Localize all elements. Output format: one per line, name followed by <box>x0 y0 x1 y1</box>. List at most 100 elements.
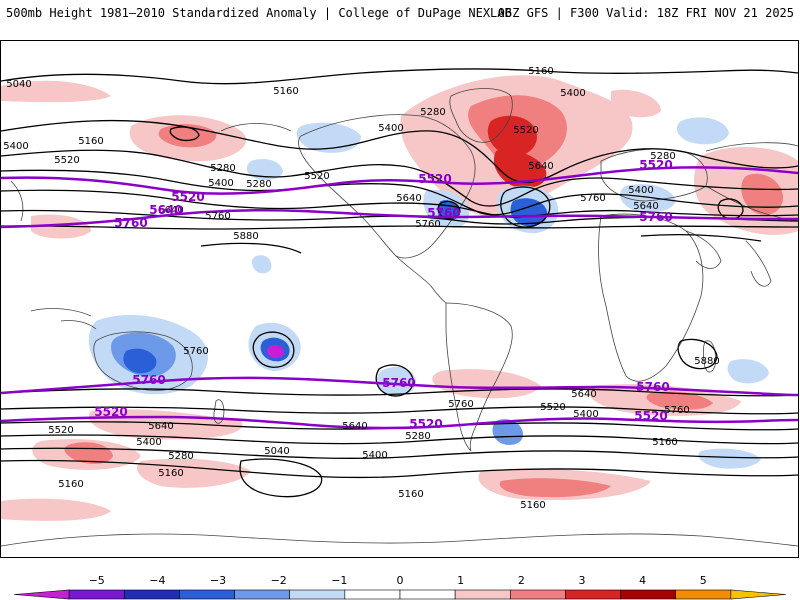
anomaly-pos-alaska <box>1 80 111 103</box>
anomaly-pos-south-ind-core <box>646 391 713 410</box>
label-5520-pacific: 5520 <box>304 171 329 182</box>
coast-alaska <box>220 123 292 132</box>
ref-5520-us: 5520 <box>418 172 451 186</box>
model-valid-time: 06Z GFS | F300 Valid: 18Z FRI NOV 21 202… <box>497 6 794 20</box>
colorbar-tick-label: 2 <box>518 574 525 587</box>
ref-5760-australia: 5760 <box>132 373 165 387</box>
colorbar-tick-label: 5 <box>700 574 707 587</box>
label-5520-s-atlantic: 5520 <box>540 402 565 413</box>
anomaly-neg-s-indian <box>698 448 761 469</box>
contour-5760-sh <box>1 388 798 397</box>
anomaly-pos-russia-core <box>741 173 784 216</box>
anomaly-neg-s-america <box>492 419 524 445</box>
label-5160-antarctica: 5160 <box>520 500 545 511</box>
coast-north-america <box>298 114 476 259</box>
colorbar-tick-label: −5 <box>89 574 105 587</box>
coast-australia <box>93 331 193 391</box>
colorbar-tick-label: −1 <box>331 574 347 587</box>
height-contours <box>1 68 798 498</box>
label-5400-pacific: 5400 <box>208 178 233 189</box>
coast-greenland <box>449 88 513 143</box>
contour-5280-sh <box>1 447 798 459</box>
colorbar-swatch <box>730 589 787 600</box>
colorbar-swatch <box>620 589 677 600</box>
label-5760-us: 5760 <box>415 219 440 230</box>
colorbar-swatch <box>675 589 732 600</box>
coast-madagascar <box>703 340 716 373</box>
label-5400-west: 5400 <box>3 141 28 152</box>
label-5160-s-indian: 5160 <box>652 437 677 448</box>
contour-5400-nh <box>1 169 798 216</box>
label-5400-s-pacific: 5400 <box>362 450 387 461</box>
label-5160-alaska: 5160 <box>78 136 103 147</box>
ref-5520-europe: 5520 <box>639 158 672 172</box>
colorbar-swatch <box>179 589 235 600</box>
map-panel: 5040 5160 5160 5400 5280 5400 5520 5640 5160 5400… <box>0 40 799 558</box>
ref-contour-5760-nh <box>1 209 798 229</box>
colorbar-tick-label: 3 <box>578 574 585 587</box>
colorbar-swatch <box>13 589 70 600</box>
colorbar-swatch <box>68 589 125 600</box>
colorbar-tick-label: 1 <box>457 574 464 587</box>
anomaly-neg-w-us <box>296 122 361 153</box>
label-5280-canada: 5280 <box>420 107 445 118</box>
ref-5520-pacific: 5520 <box>171 190 204 204</box>
label-5640-s-atlantic: 5640 <box>571 389 596 400</box>
reference-contours <box>1 166 798 430</box>
anomaly-pos-hudson <box>493 149 547 188</box>
ref-contour-5520-nh <box>1 166 798 195</box>
label-5880-pacific: 5880 <box>233 231 258 242</box>
colorbar-swatch <box>509 589 566 600</box>
label-5640-europe: 5640 <box>633 201 658 212</box>
coast-antarctica <box>1 533 798 547</box>
ref-5760-us: 5760 <box>427 206 460 220</box>
contour-5640-sh <box>1 406 798 415</box>
ref-5520-south-atlantic: 5520 <box>409 417 442 431</box>
label-5400-greenland: 5400 <box>560 88 585 99</box>
contour-5520-nh <box>1 189 798 218</box>
anomaly-neg-tropics <box>252 255 272 274</box>
contour-5040-nh <box>1 68 798 85</box>
label-5880-madagascar: 5880 <box>694 356 719 367</box>
label-5040-s-pacific: 5040 <box>264 446 289 457</box>
anomaly-neg-indian <box>727 359 769 384</box>
colorbar-swatch <box>565 589 621 600</box>
anomaly-pos-europe <box>611 89 661 118</box>
label-5640-pacific: 5640 <box>158 205 183 216</box>
ref-5640-pacific: 5640 <box>149 203 182 217</box>
label-5280-sw: 5280 <box>168 451 193 462</box>
coast-indonesia <box>30 308 97 330</box>
anomaly-neg-australia-core <box>123 348 157 374</box>
colorbar-swatch <box>234 589 291 600</box>
coastlines <box>1 88 798 547</box>
colorbar: −5 −4 −3 −2 −1 0 1 2 3 4 5 <box>13 574 787 600</box>
anomaly-neg-atlantic-core <box>510 198 548 227</box>
label-5160-arctic: 5160 <box>528 66 553 77</box>
contour-low-greenland <box>169 126 200 142</box>
contour-5160-sh <box>1 459 798 479</box>
label-5400-canada: 5400 <box>378 123 403 134</box>
ref-contour-5760-sh <box>1 376 798 397</box>
ref-5760-pacific-south: 5760 <box>382 376 415 390</box>
anomaly-neg-pacific <box>246 159 283 181</box>
colorbar-tick-labels: −5 −4 −3 −2 −1 0 1 2 3 4 5 <box>89 574 707 587</box>
contour-5880-nh <box>200 233 762 254</box>
contour-5280-nh <box>1 149 798 207</box>
label-5760-s-atlantic: 5760 <box>448 399 473 410</box>
label-5400-s-atlantic: 5400 <box>573 409 598 420</box>
contour-5760-nh <box>1 225 798 230</box>
coast-central-america <box>395 255 447 304</box>
colorbar-tick-label: 0 <box>397 574 404 587</box>
colorbar-tick-label: −2 <box>271 574 287 587</box>
anomaly-neg-asia <box>676 117 729 145</box>
label-5280-europe: 5280 <box>650 151 675 162</box>
colorbar-tick-label: −3 <box>210 574 226 587</box>
label-5160-sw-a: 5160 <box>158 468 183 479</box>
colorbar-tick-label: 4 <box>639 574 646 587</box>
ref-5760-europe: 5760 <box>639 210 672 224</box>
label-5280-s-atlantic: 5280 <box>405 431 430 442</box>
map-background <box>1 41 798 557</box>
ref-5520-south-indian: 5520 <box>634 409 667 423</box>
ref-5520-south-pacific: 5520 <box>94 405 127 419</box>
